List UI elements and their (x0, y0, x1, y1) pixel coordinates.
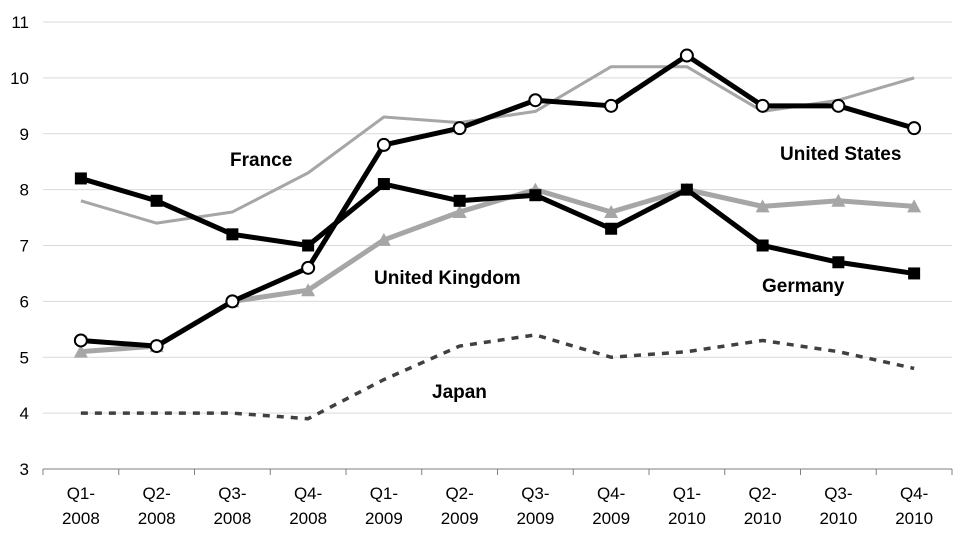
x-tick-label-0: Q1-2008 (62, 484, 100, 528)
y-tick-label-9: 9 (20, 125, 29, 144)
x-tick-label-9: Q2-2010 (744, 484, 782, 528)
united-states-point (755, 98, 770, 113)
japan-line (80, 333, 915, 421)
united-kingdom-point (604, 204, 619, 218)
united-kingdom-point (301, 283, 316, 297)
germany-point (453, 194, 466, 207)
germany-point (74, 172, 87, 185)
x-tick-label-8: Q1-2010 (668, 484, 706, 528)
united-states-point (604, 98, 619, 113)
united-states-point (679, 48, 694, 63)
x-tick-label-4: Q1-2009 (365, 484, 403, 528)
x-tick-label-11: Q4-2010 (895, 484, 933, 528)
france-label: France (230, 150, 292, 171)
germany-point (529, 189, 542, 202)
series-labels: France United States United Kingdom Germ… (230, 144, 901, 403)
germany-label: Germany (762, 276, 845, 297)
united-states-point (831, 98, 846, 113)
y-axis: 3 4 5 6 7 8 9 10 11 (10, 13, 29, 479)
united-kingdom-point (376, 232, 391, 246)
gridlines (43, 21, 952, 414)
y-tick-label-11: 11 (11, 13, 29, 32)
y-tick-label-8: 8 (20, 181, 29, 200)
y-tick-label-5: 5 (20, 348, 29, 367)
united-states-point (528, 93, 543, 108)
series-united-states (73, 48, 922, 354)
germany-point (832, 256, 845, 269)
united-states-point (907, 121, 922, 136)
x-tick-label-7: Q4-2009 (592, 484, 630, 528)
united-kingdom-point (452, 204, 467, 218)
united-kingdom-point (73, 344, 88, 358)
germany-point (377, 178, 390, 191)
united-states-label: United States (780, 144, 901, 165)
x-axis: Q1-2008 Q2-2008 Q3-2008 Q4-2008 Q1-2009 Q2-20… (42, 468, 953, 528)
united-states-point (376, 137, 391, 152)
x-tick-label-1: Q2-2008 (138, 484, 176, 528)
united-states-point (452, 121, 467, 136)
united-states-line (80, 53, 915, 349)
x-tick-label-2: Q3-2008 (213, 484, 251, 528)
germany-point (150, 194, 163, 207)
x-tick-label-10: Q3-2010 (819, 484, 857, 528)
germany-point (605, 222, 618, 235)
france-line (80, 65, 915, 225)
x-tick-label-5: Q2-2009 (441, 484, 479, 528)
germany-line (80, 176, 915, 276)
series-germany (74, 172, 921, 280)
united-states-point (301, 260, 316, 275)
series-japan (80, 333, 915, 421)
y-tick-label-7: 7 (20, 237, 29, 256)
united-kingdom-point (831, 193, 846, 207)
united-kingdom-point (907, 199, 922, 213)
united-kingdom-label: United Kingdom (374, 268, 521, 289)
y-tick-label-6: 6 (20, 292, 29, 311)
germany-point (302, 239, 315, 252)
united-states-point (149, 339, 164, 354)
japan-label: Japan (432, 382, 487, 403)
germany-point (680, 183, 693, 196)
series-group (73, 48, 922, 421)
germany-point (756, 239, 769, 252)
united-kingdom-point (755, 199, 770, 213)
y-tick-label-10: 10 (10, 69, 29, 88)
germany-point (908, 267, 921, 280)
series-france (80, 65, 915, 225)
x-tick-label-6: Q3-2009 (516, 484, 554, 528)
y-tick-label-4: 4 (20, 404, 29, 423)
y-tick-label-3: 3 (20, 460, 29, 479)
germany-point (226, 228, 239, 241)
x-tick-label-3: Q4-2008 (289, 484, 327, 528)
united-states-point (73, 333, 88, 348)
united-states-point (225, 294, 240, 309)
